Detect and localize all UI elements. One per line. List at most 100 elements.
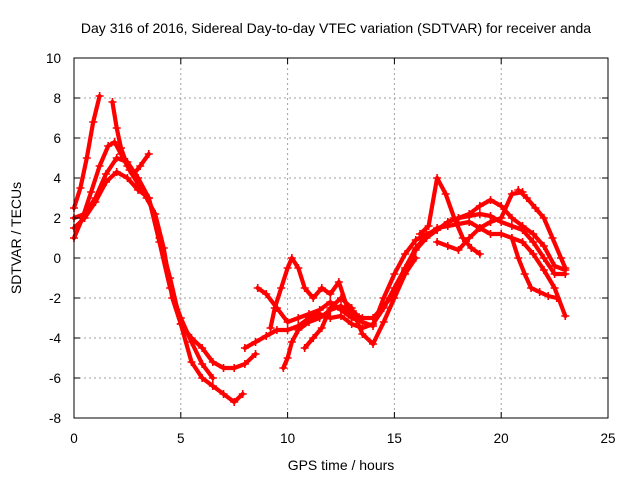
data-point-marker xyxy=(454,246,463,254)
data-point-marker xyxy=(539,242,548,250)
data-point-marker xyxy=(230,364,239,372)
data-point-marker xyxy=(465,210,474,218)
data-point-marker xyxy=(110,138,119,146)
data-point-marker xyxy=(450,214,459,222)
x-tick-label: 20 xyxy=(494,431,509,446)
data-point-marker xyxy=(522,194,531,202)
data-point-marker xyxy=(475,250,484,258)
data-point-marker xyxy=(144,150,153,158)
data-point-marker xyxy=(531,204,540,212)
data-point-marker xyxy=(123,162,132,170)
data-point-marker xyxy=(424,222,433,230)
data-point-marker xyxy=(136,162,145,170)
y-tick-label: 8 xyxy=(53,91,61,106)
data-point-marker xyxy=(166,284,175,292)
data-point-marker xyxy=(251,350,260,358)
data-point-marker xyxy=(561,264,570,272)
y-tick-label: -6 xyxy=(49,371,61,386)
data-point-marker xyxy=(304,310,313,318)
x-tick-label: 25 xyxy=(600,431,615,446)
data-point-marker xyxy=(358,314,367,322)
series-track-10 xyxy=(302,255,418,351)
data-point-marker xyxy=(300,284,309,292)
data-point-marker xyxy=(219,390,228,398)
data-point-marker xyxy=(401,270,410,278)
data-point-marker xyxy=(134,174,143,182)
data-point-marker xyxy=(552,294,561,302)
data-point-marker xyxy=(112,168,121,176)
data-point-marker xyxy=(326,304,335,312)
data-point-marker xyxy=(283,264,292,272)
data-point-marker xyxy=(262,290,271,298)
data-point-marker xyxy=(89,118,98,126)
data-point-marker xyxy=(550,270,559,278)
data-point-marker xyxy=(416,230,425,238)
data-point-marker xyxy=(104,142,113,150)
data-point-marker xyxy=(441,190,450,198)
data-point-marker xyxy=(529,238,538,246)
data-point-marker xyxy=(279,364,288,372)
data-point-marker xyxy=(80,210,89,218)
data-point-marker xyxy=(358,330,367,338)
data-point-marker xyxy=(82,154,91,162)
data-point-marker xyxy=(497,202,506,210)
data-point-marker xyxy=(337,294,345,302)
x-tick-label: 15 xyxy=(387,431,402,446)
data-point-marker xyxy=(422,234,431,242)
data-point-marker xyxy=(134,186,143,194)
data-point-marker xyxy=(475,210,484,218)
data-point-marker xyxy=(304,318,313,326)
data-point-marker xyxy=(539,254,548,262)
data-point-marker xyxy=(91,194,100,202)
data-point-marker xyxy=(123,174,132,182)
data-point-marker xyxy=(187,338,196,346)
data-point-marker xyxy=(379,318,388,326)
x-tick-label: 5 xyxy=(177,431,185,446)
data-point-marker xyxy=(208,382,217,390)
data-point-marker xyxy=(520,270,529,278)
data-point-marker xyxy=(411,236,420,244)
data-point-marker xyxy=(507,190,516,198)
data-point-marker xyxy=(116,144,125,152)
chart-title: Day 316 of 2016, Sidereal Day-to-day VTE… xyxy=(81,20,591,36)
y-tick-label: 6 xyxy=(53,131,61,146)
data-point-marker xyxy=(433,226,442,234)
data-point-marker xyxy=(187,358,196,366)
data-point-marker xyxy=(550,284,559,292)
data-point-marker xyxy=(287,338,296,346)
plot-frame xyxy=(73,57,609,419)
data-point-marker xyxy=(129,170,138,178)
data-point-marker xyxy=(467,244,476,252)
series-track-4 xyxy=(71,155,215,381)
data-point-marker xyxy=(475,202,484,210)
y-tick-label: 2 xyxy=(53,211,61,226)
axis-ticks xyxy=(73,57,609,419)
data-point-marker xyxy=(198,374,207,382)
data-point-marker xyxy=(326,290,335,298)
data-point-marker xyxy=(309,334,318,342)
data-point-marker xyxy=(262,332,271,340)
data-point-marker xyxy=(369,322,378,330)
data-point-marker xyxy=(294,314,303,322)
data-point-marker xyxy=(337,302,345,310)
data-point-marker xyxy=(486,230,495,238)
data-point-marker xyxy=(315,306,324,314)
y-tick-label: -8 xyxy=(49,411,61,426)
tick-labels: 0 5 10 15 20 25 -8 -6 -4 -2 0 2 4 6 8 10 xyxy=(46,51,616,446)
y-tick-label: -4 xyxy=(49,331,61,346)
data-point-marker xyxy=(277,284,286,292)
data-point-marker xyxy=(176,314,185,322)
x-tick-label: 0 xyxy=(70,431,78,446)
data-point-marker xyxy=(294,264,303,272)
data-point-marker xyxy=(87,188,96,196)
data-point-marker xyxy=(112,124,121,132)
data-point-marker xyxy=(539,214,548,222)
data-point-marker xyxy=(514,254,523,262)
data-point-marker xyxy=(347,304,356,312)
data-point-marker xyxy=(379,302,388,310)
data-point-marker xyxy=(95,92,104,100)
data-point-marker xyxy=(529,230,538,238)
y-tick-label: 0 xyxy=(53,251,61,266)
data-point-marker xyxy=(240,360,249,368)
